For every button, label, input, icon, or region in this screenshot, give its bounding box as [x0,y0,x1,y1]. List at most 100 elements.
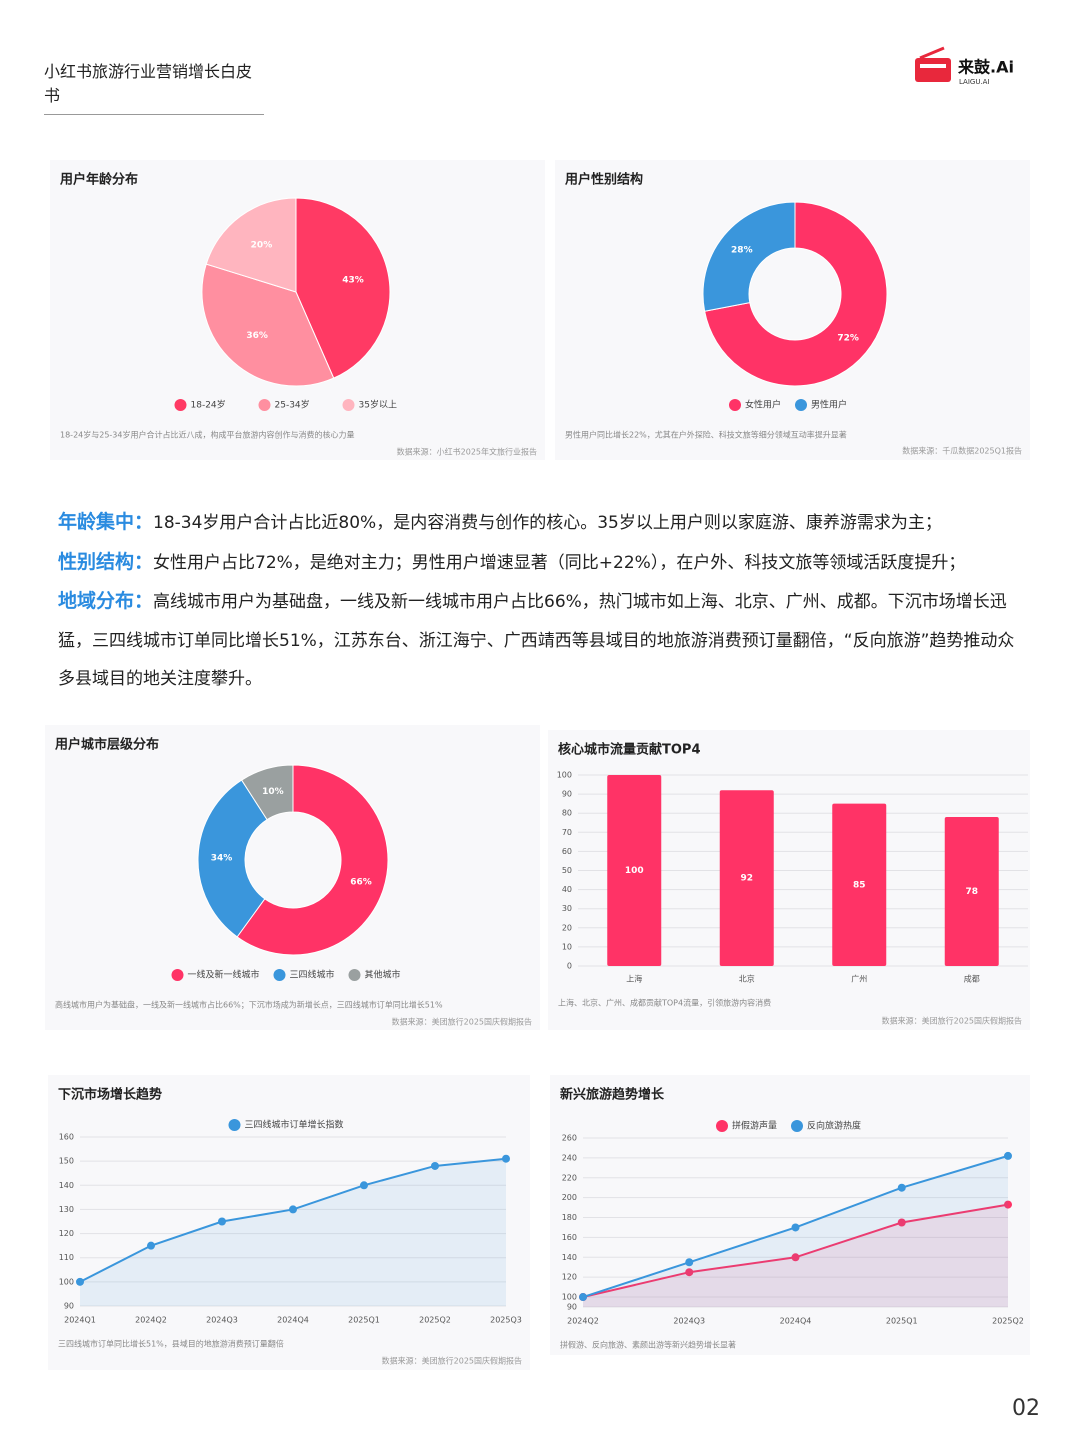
y-tick-label: 60 [562,847,572,856]
y-tick-label: 120 [562,1273,577,1282]
point [360,1181,368,1190]
slice-label: 28% [731,246,753,256]
legend-swatch [273,969,286,981]
point [502,1154,510,1163]
y-tick-label: 200 [562,1193,577,1202]
legend-swatch [791,1120,803,1132]
paragraph: 性别结构：女性用户占比72%，是绝对主力；男性用户增速显著（同比+22%），在户… [58,543,1020,583]
point [431,1161,439,1170]
legend-swatch [258,399,271,411]
y-tick-label: 30 [562,904,572,913]
page-number: 02 [1012,1396,1040,1421]
x-tick-label: 2025Q1 [348,1316,380,1325]
chart-note: 三四线城市订单同比增长51%，县域目的地旅游消费预订量翻倍 [58,1339,284,1349]
y-tick-label: 220 [562,1173,577,1182]
area [80,1158,506,1306]
slice [702,201,796,312]
y-tick-label: 110 [59,1253,74,1262]
y-tick-label: 0 [567,962,572,971]
bar-value-label: 78 [965,887,978,897]
point [1004,1200,1012,1209]
legend-swatch [174,399,187,411]
legend-label: 女性用户 [745,399,781,411]
chart-source: 数据来源：美团旅行2025国庆假期报告 [392,1017,532,1027]
header-title: 小红书旅游行业营销增长白皮书 [44,58,264,115]
paragraph: 地域分布：高线城市用户为基础盘，一线及新一线城市用户占比66%，热门城市如上海、… [58,582,1020,699]
x-tick-label: 广州 [851,974,867,984]
y-tick-label: 140 [59,1181,74,1190]
logo-sub: LAIGU.AI [959,78,990,86]
y-tick-label: 120 [59,1229,74,1238]
legend-label: 18-24岁 [191,399,226,411]
slice [236,764,389,956]
x-tick-label: 2025Q3 [490,1316,522,1325]
chart-note: 男性用户同比增长22%，尤其在户外探险、科技文旅等细分领域互动率提升显著 [565,430,847,440]
legend-label: 男性用户 [811,399,847,411]
chart-note: 18-24岁与25-34岁用户合计占比近八成，构成平台旅游内容创作与消费的核心力… [60,430,355,440]
y-tick-label: 260 [562,1134,577,1143]
x-tick-label: 2024Q3 [673,1317,705,1326]
point [685,1258,694,1267]
chart-source: 数据来源：美团旅行2025国庆假期报告 [882,1016,1022,1026]
y-tick-label: 70 [562,828,572,837]
slice-label: 20% [251,241,273,251]
slice [197,779,268,938]
logo-text: 来鼓.Ai [957,58,1014,77]
point [897,1218,906,1227]
point [791,1223,800,1232]
point [579,1293,587,1302]
paragraph-heading: 性别结构： [58,550,154,573]
y-tick-label: 40 [562,885,572,894]
chart-panel: 用户性别结构男性用户同比增长22%，尤其在户外探险、科技文旅等细分领域互动率提升… [555,160,1030,460]
x-tick-label: 2024Q1 [64,1316,96,1325]
bar [944,817,999,966]
slice-label: 43% [342,276,364,286]
y-tick-label: 100 [562,1293,577,1302]
slice [295,197,391,379]
paragraph-heading: 年龄集中： [58,511,154,533]
x-tick-label: 2024Q3 [206,1316,238,1325]
x-tick-label: 2024Q2 [135,1316,167,1325]
point [685,1268,694,1277]
y-tick-label: 90 [567,1303,577,1312]
chart-note: 高线城市用户为基础盘，一线及新一线城市占比66%；下沉市场成为新增长点，三四线城… [55,1000,443,1010]
chart-panel: 下沉市场增长趋势三四线城市订单同比增长51%，县域目的地旅游消费预订量翻倍数据来… [48,1075,530,1370]
logo: 来鼓.Ai LAIGU.AI [915,46,1014,86]
y-tick-label: 130 [59,1205,74,1214]
bar [607,775,662,966]
y-tick-label: 160 [562,1233,577,1242]
paragraph: 年龄集中：18-34岁用户合计占比近80%，是内容消费与创作的核心。35岁以上用… [58,503,1020,543]
slice-label: 72% [837,333,859,343]
bar-value-label: 100 [625,866,644,876]
y-tick-label: 160 [59,1133,74,1142]
y-tick-label: 90 [64,1302,74,1311]
y-tick-label: 140 [562,1253,577,1262]
area [583,1204,1008,1307]
chart-panel: 用户城市层级分布高线城市用户为基础盘，一线及新一线城市占比66%；下沉市场成为新… [45,725,540,1030]
point [218,1217,226,1226]
slice-label: 34% [211,853,233,863]
legend-swatch [729,399,741,411]
legend-label: 三四线城市订单增长指数 [245,1119,344,1131]
bar [832,803,887,966]
y-tick-label: 10 [562,942,572,951]
chart-title: 下沉市场增长趋势 [58,1087,162,1103]
bar-value-label: 92 [740,874,753,884]
legend-label: 一线及新一线城市 [188,969,260,981]
x-tick-label: 2024Q4 [780,1317,812,1326]
bar-value-label: 85 [853,880,866,890]
y-tick-label: 90 [562,790,572,799]
chart-note: 拼假游、反向旅游、素颜出游等新兴趋势增长显著 [560,1340,736,1350]
chart-title: 核心城市流量贡献TOP4 [558,742,701,758]
chart-note: 上海、北京、广州、成都贡献TOP4流量，引领旅游内容消费 [558,998,771,1008]
chart-title: 新兴旅游趋势增长 [560,1087,665,1103]
chart-panel: 用户年龄分布 18-24岁与25-34岁用户合计占比近八成，构成平台旅游内容创作与… [50,160,545,460]
legend-label: 25-34岁 [275,399,310,411]
slice [205,197,297,293]
legend-label: 三四线城市 [290,969,335,981]
point [1004,1151,1012,1160]
point [791,1253,800,1262]
slice-label: 10% [262,787,284,797]
